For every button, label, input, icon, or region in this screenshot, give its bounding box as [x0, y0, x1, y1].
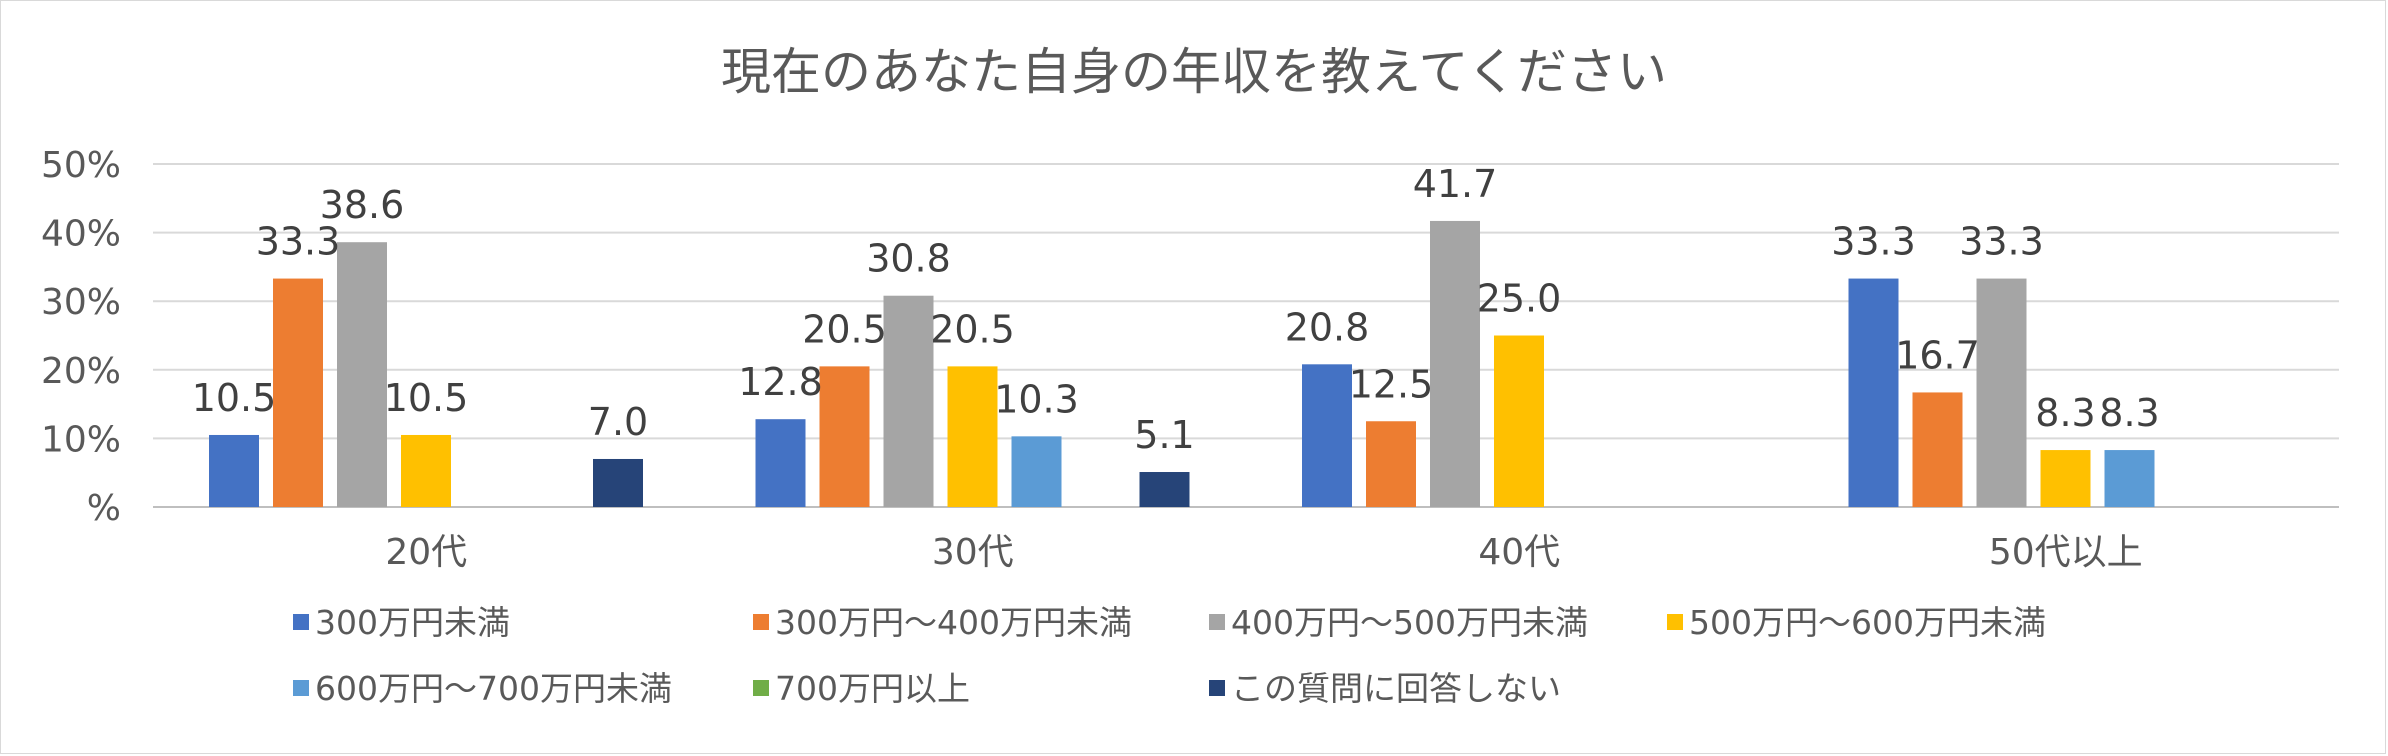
- data-label: 30.8: [866, 237, 951, 281]
- data-label: 12.8: [738, 360, 823, 404]
- legend-item: この質問に回答しない: [1209, 669, 1561, 708]
- data-label: 25.0: [1477, 277, 1562, 321]
- data-label: 38.6: [320, 183, 405, 227]
- bar: [593, 458, 643, 507]
- legend-item: 300万円～400万円未満: [753, 603, 1132, 642]
- data-label: 20.5: [802, 307, 887, 351]
- x-tick-label: 30代: [932, 532, 1014, 573]
- y-tick-label: 10%: [41, 419, 121, 460]
- y-tick-label: 30%: [41, 282, 121, 323]
- bar: [1302, 364, 1352, 507]
- gridlines: [153, 163, 2339, 508]
- data-label: 10.3: [994, 377, 1079, 421]
- bar: [1912, 392, 1963, 507]
- y-axis: % 10% 20% 30% 40% 50%: [41, 145, 121, 529]
- bar: [819, 366, 870, 507]
- y-tick-label: 50%: [41, 145, 121, 186]
- bar: [883, 295, 934, 507]
- x-tick-label: 50代以上: [1989, 532, 2143, 573]
- data-label: 12.5: [1349, 362, 1434, 406]
- legend-label: 600万円～700万円未満: [315, 669, 672, 708]
- data-label: 41.7: [1413, 162, 1498, 206]
- bar: [947, 366, 998, 507]
- y-tick-label: 40%: [41, 214, 121, 255]
- bar: [1139, 472, 1190, 507]
- x-tick-label: 20代: [385, 532, 467, 573]
- bar: [273, 278, 323, 507]
- data-label: 8.3: [2099, 391, 2159, 435]
- data-label: 10.5: [384, 376, 469, 420]
- legend: 300万円未満 300万円～400万円未満 400万円～500万円未満 500万円～6…: [293, 603, 2046, 708]
- data-label: 33.3: [1831, 220, 1916, 264]
- legend-swatch: [753, 680, 769, 696]
- bar: [1494, 335, 1544, 507]
- bars: [209, 220, 2155, 508]
- data-label: 20.5: [930, 307, 1015, 351]
- legend-swatch: [293, 614, 309, 630]
- legend-swatch: [1667, 614, 1683, 630]
- legend-swatch: [1209, 680, 1225, 696]
- data-label: 7.0: [588, 400, 648, 444]
- legend-label: 700万円以上: [775, 669, 970, 708]
- bar: [401, 434, 451, 507]
- legend-label: 500万円～600万円未満: [1689, 603, 2046, 642]
- legend-item: 400万円～500万円未満: [1209, 603, 1588, 642]
- legend-item: 500万円～600万円未満: [1667, 603, 2046, 642]
- data-label: 10.5: [192, 376, 277, 420]
- bar: [1430, 220, 1480, 508]
- x-tick-label: 40代: [1478, 532, 1560, 573]
- bar: [1976, 278, 2027, 507]
- chart-title: 現在のあなた自身の年収を教えてください: [721, 43, 1667, 101]
- bar: [1366, 421, 1416, 507]
- data-label: 5.1: [1134, 413, 1194, 457]
- bar: [1011, 436, 1062, 507]
- legend-item: 600万円～700万円未満: [293, 669, 672, 708]
- legend-item: 700万円以上: [753, 669, 970, 708]
- bar: [209, 434, 259, 507]
- bar: [337, 242, 387, 508]
- y-tick-label: %: [87, 488, 121, 529]
- data-label: 20.8: [1285, 305, 1370, 349]
- legend-label: この質問に回答しない: [1231, 669, 1561, 708]
- legend-swatch: [1209, 614, 1225, 630]
- legend-label: 400万円～500万円未満: [1231, 603, 1588, 642]
- bar: [755, 419, 806, 507]
- data-label: 33.3: [256, 220, 341, 264]
- y-tick-label: 20%: [41, 351, 121, 392]
- bar: [2104, 450, 2155, 507]
- data-label: 33.3: [1959, 220, 2044, 264]
- legend-label: 300万円未満: [315, 603, 510, 642]
- legend-label: 300万円～400万円未満: [775, 603, 1132, 642]
- x-axis: 20代 30代 40代 50代以上: [385, 532, 2142, 573]
- legend-swatch: [753, 614, 769, 630]
- data-label: 16.7: [1895, 333, 1980, 377]
- data-labels: 10.533.338.610.57.012.820.530.820.510.35…: [192, 162, 2160, 457]
- bar: [2040, 450, 2091, 507]
- legend-item: 300万円未満: [293, 603, 510, 642]
- bar: [1848, 278, 1899, 507]
- data-label: 8.3: [2035, 391, 2095, 435]
- legend-swatch: [293, 680, 309, 696]
